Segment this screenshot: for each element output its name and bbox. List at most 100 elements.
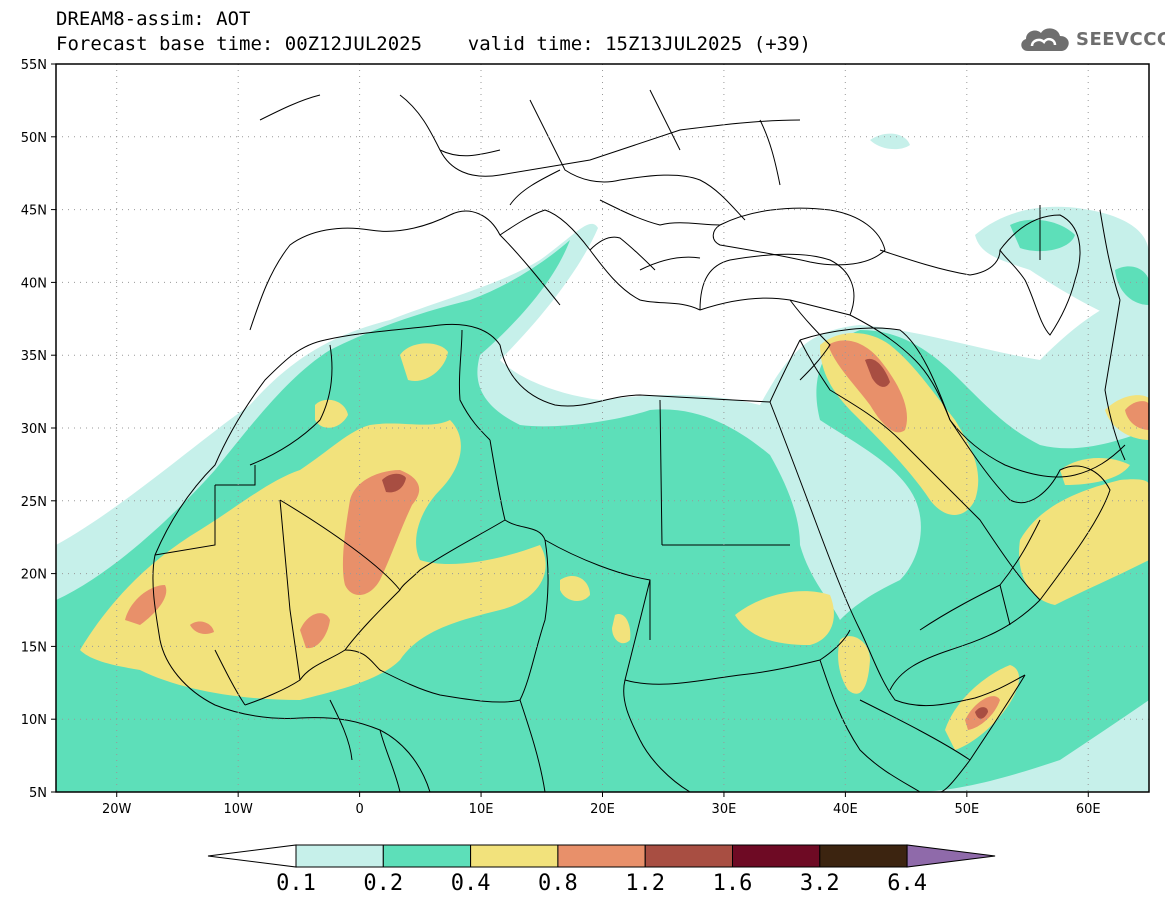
coast-west-africa (152, 554, 431, 792)
lat-label: 10N (21, 713, 47, 728)
border-syria (789, 299, 831, 381)
border-mali-niger (244, 589, 401, 706)
border-saudi (799, 339, 1041, 601)
aot-field-0.4-atlas (400, 343, 448, 381)
aot-field-0.4-eritrea (838, 636, 870, 694)
lon-label: 50E (954, 802, 979, 817)
lat-label: 20N (21, 568, 47, 583)
border-ethiopia (819, 659, 971, 792)
aot-field-0.4-libya (560, 575, 590, 602)
lon-label: 0 (355, 802, 363, 817)
lon-label: 10E (469, 802, 494, 817)
border-iran-afghan (1104, 299, 1126, 461)
border-caucasus (879, 205, 1121, 301)
lon-label: 20W (102, 802, 132, 817)
border-europe-1 (439, 99, 746, 221)
title-line-2: Forecast base time: 00Z12JUL2025 valid t… (56, 33, 811, 55)
colorbar-swatch (295, 844, 384, 868)
colorbar-label: 0.2 (363, 871, 403, 896)
colorbar-under-arrow (207, 844, 297, 868)
coast-horn-africa (939, 674, 1026, 792)
aot-field-0.4-gulf (1060, 458, 1130, 485)
map-borders (152, 89, 1126, 792)
colorbar-swatch (644, 844, 734, 868)
lon-label: 30E (712, 802, 737, 817)
coast-levant-redsea (769, 339, 1026, 707)
border-sudan-chad (623, 579, 651, 741)
lat-label: 40N (21, 276, 47, 291)
latitude-axis: 55N 50N 45N 40N 35N 30N 25N 20N 15N 10N 5N (21, 58, 56, 801)
aot-field-0.4-algeria (315, 399, 348, 428)
colorbar-label: 1.2 (625, 871, 665, 896)
border-balkans (589, 236, 701, 271)
coast-persian-gulf (949, 419, 1126, 478)
seevccc-logo: SEEVCCC (1018, 22, 1165, 56)
lat-label: 35N (21, 349, 47, 364)
lon-label: 60E (1076, 802, 1101, 817)
border-libya-egypt (544, 399, 663, 640)
colorbar-swatch (732, 844, 821, 868)
lat-label: 15N (21, 640, 47, 655)
colorbar-label: 1.6 (713, 871, 753, 896)
border-europe-2 (599, 89, 781, 226)
aot-field-0.1-black-sea (870, 133, 910, 150)
coast-caspian (999, 214, 1081, 336)
lat-label: 25N (21, 495, 47, 510)
lat-label: 5N (29, 786, 47, 801)
colorbar-swatch (382, 844, 472, 868)
graticule (56, 64, 1149, 792)
lat-label: 50N (21, 131, 47, 146)
aot-field-0.8-mali (300, 613, 330, 649)
aot-field-0.8-iraq (828, 340, 908, 433)
colorbar-label: 0.4 (451, 871, 491, 896)
colorbar-label: 0.8 (538, 871, 578, 896)
aot-field-0.2-iran (1115, 266, 1149, 305)
logo-text: SEEVCCC (1076, 28, 1165, 50)
colorbar-swatch (819, 844, 908, 868)
lat-label: 55N (21, 58, 47, 73)
longitude-axis: 20W 10W 0 10E 20E 30E 40E 50E 60E (102, 792, 1101, 817)
colorbar-over-arrow (906, 844, 996, 868)
colorbar-swatch (557, 844, 646, 868)
colorbar-label: 3.2 (800, 871, 840, 896)
lon-label: 10W (223, 802, 253, 817)
aot-contour-fields (56, 133, 1149, 792)
lat-label: 45N (21, 204, 47, 219)
coast-turkey (699, 253, 855, 316)
aot-field-1.2-iraq (865, 358, 890, 387)
aot-field-1.2-somalia (975, 707, 988, 719)
border-morocco-algeria (249, 344, 333, 466)
border-yemen-oman (919, 519, 1041, 631)
aot-colorbar: 0.1 0.2 0.4 0.8 1.2 1.6 3.2 6.4 (207, 844, 996, 896)
border-west-africa-inner (214, 649, 691, 792)
border-mauritania (154, 465, 301, 681)
aot-field-0.4-nigeria (290, 593, 320, 612)
border-sudan-southsudan (624, 629, 851, 685)
colorbar-label: 0.1 (276, 871, 316, 896)
border-mali-algeria (279, 499, 401, 591)
border-algeria-libya (399, 439, 506, 591)
lon-label: 40E (833, 802, 858, 817)
aot-field-0.2-east (1010, 219, 1075, 252)
border-iraq-iran (849, 314, 951, 421)
coast-north-africa (154, 323, 771, 556)
aot-field-0.8-algeria (342, 470, 420, 596)
cloud-icon (1021, 28, 1069, 51)
aot-field-0.4-sudan (735, 591, 834, 645)
aot-field-0.8-mauritania (125, 585, 167, 625)
lon-label: 20E (590, 802, 615, 817)
aot-field-0.8-senegal (190, 621, 214, 634)
aot-field-0.4-chad (612, 614, 631, 644)
title-line-1: DREAM8-assim: AOT (56, 8, 251, 30)
aot-field-0.4-arabia (1019, 479, 1149, 605)
coast-arabia (799, 327, 1111, 691)
colorbar-label: 6.4 (887, 871, 927, 896)
coast-black-sea (712, 207, 886, 266)
coast-europe-north (259, 94, 801, 177)
coast-europe-south (249, 209, 701, 331)
colorbar-swatch (470, 844, 559, 868)
aot-field-0.8-iran (1125, 401, 1149, 430)
lat-label: 30N (21, 422, 47, 437)
aot-field-1.2-algeria (382, 473, 406, 493)
